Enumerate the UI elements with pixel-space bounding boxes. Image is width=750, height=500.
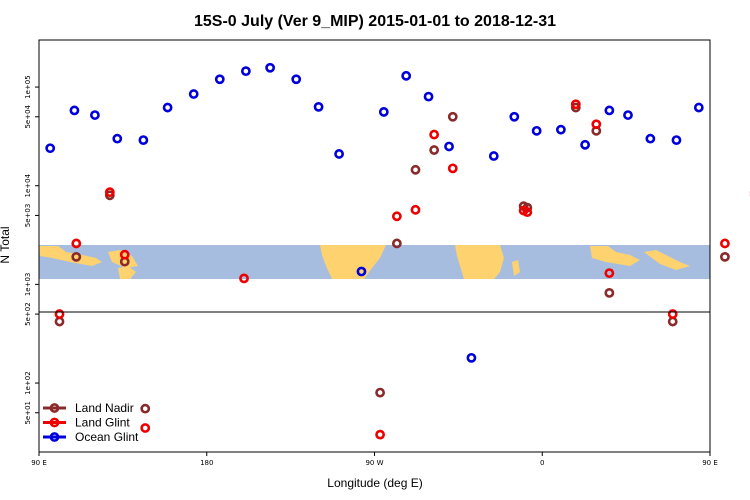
land-nadir-point-8 <box>429 145 440 155</box>
map-land-south-america <box>320 245 386 279</box>
x-tick-label-0: 90 E <box>31 459 47 467</box>
legend-label-land-nadir: Land Nadir <box>75 401 134 415</box>
land-nadir-point-14 <box>604 287 615 298</box>
land-glint-point-8 <box>410 204 421 215</box>
x-axis-label: Longitude (deg E) <box>327 476 422 490</box>
land-glint-point-2 <box>104 187 115 198</box>
ocean-glint-point-18 <box>466 352 477 363</box>
ocean-glint-point-27 <box>671 135 682 146</box>
map-land-indonesia-1 <box>39 246 102 266</box>
ocean-glint-point-5 <box>162 102 173 113</box>
land-glint-point-15 <box>604 268 615 279</box>
land-glint-point-13 <box>570 99 581 110</box>
land-glint-point-17 <box>720 238 730 249</box>
ocean-glint-point-23 <box>580 139 591 150</box>
y-tick-label-2: 5e+02 <box>24 302 32 326</box>
land-glint-point-6 <box>375 429 385 440</box>
ocean-glint-point-17 <box>444 141 454 152</box>
ocean-glint-point-4 <box>138 135 149 146</box>
ocean-glint-point-2 <box>90 110 100 120</box>
world-map-strip <box>39 245 710 279</box>
ocean-glint-point-7 <box>214 74 225 85</box>
land-glint-point-12 <box>522 207 533 218</box>
ocean-glint-point-21 <box>531 125 542 136</box>
map-land-indonesia-3 <box>590 246 640 266</box>
x-tick-label-3: 0 <box>540 459 544 467</box>
ocean-glint-point-26 <box>645 133 656 144</box>
ocean-glint-point-13 <box>356 266 367 277</box>
land-glint-point-3 <box>119 249 130 260</box>
ocean-glint-point-25 <box>623 110 633 120</box>
ocean-glint-point-1 <box>69 105 80 116</box>
y-axis-label: N Total <box>0 226 12 263</box>
y-tick-label-3: 1e+03 <box>24 273 32 297</box>
map-land-africa <box>455 245 504 279</box>
land-glint-point-0 <box>54 309 65 319</box>
y-tick-label-7: 1e+05 <box>24 75 32 99</box>
ocean-glint-point-8 <box>240 66 251 77</box>
y-axis: 5e+01 1e+02 5e+02 1e+03 5e+03 1e+04 5e+04 1e+05 <box>24 75 39 425</box>
legend-label-land-glint: Land Glint <box>75 416 130 430</box>
y-tick-label-5: 1e+04 <box>24 173 32 197</box>
y-tick-label-0: 5e+01 <box>24 401 32 425</box>
legend-label-ocean-glint: Ocean Glint <box>75 430 139 444</box>
land-nadir-point-6 <box>391 238 402 249</box>
land-glint-point-4 <box>140 423 151 433</box>
land-glint-point-7 <box>391 211 402 222</box>
land-glint-point-5 <box>239 273 249 284</box>
ocean-glint-point-12 <box>334 149 344 159</box>
ocean-glint-point-3 <box>112 133 123 144</box>
y-tick-label-6: 5e+04 <box>24 104 32 128</box>
land-nadir-point-4 <box>140 403 151 414</box>
x-tick-label-4: 90 E <box>702 459 718 467</box>
y-tick-label-4: 5e+03 <box>24 204 32 228</box>
land-glint-point-14 <box>591 119 602 130</box>
x-tick-label-2: 90 W <box>365 459 383 467</box>
land-glint-point-1 <box>71 238 82 249</box>
land-nadir-point-9 <box>447 111 458 122</box>
ocean-glint-point-16 <box>423 91 434 102</box>
x-axis: 90 E 180 90 W 0 90 E <box>31 452 718 467</box>
chart-title: 15S-0 July (Ver 9_MIP) 2015-01-01 to 201… <box>194 13 556 30</box>
land-nadir-point-1 <box>71 251 82 262</box>
ocean-glint-point-11 <box>313 101 324 112</box>
land-nadir-point-5 <box>375 387 385 398</box>
ocean-glint-point-9 <box>265 62 276 73</box>
ocean-glint-point-10 <box>291 74 302 85</box>
x-tick-label-1: 180 <box>200 459 213 467</box>
ocean-glint-point-19 <box>488 151 499 161</box>
land-nadir-point-15 <box>667 316 678 327</box>
data-points <box>45 62 750 440</box>
land-nadir-point-7 <box>410 164 421 175</box>
ocean-glint-point-0 <box>45 143 56 154</box>
ocean-glint-point-22 <box>555 124 566 135</box>
ocean-glint-point-6 <box>188 89 199 99</box>
ocean-glint-point-15 <box>401 70 412 81</box>
y-tick-label-1: 1e+02 <box>24 371 32 395</box>
land-nadir-point-16 <box>720 251 730 262</box>
land-glint-point-9 <box>429 129 440 140</box>
legend-marker-land-glint <box>49 417 60 428</box>
legend-marker-ocean-glint <box>49 432 60 442</box>
map-land-indonesia-4 <box>644 250 690 270</box>
land-glint-point-16 <box>667 309 678 319</box>
map-land-madagascar <box>512 260 520 276</box>
land-nadir-point-0 <box>54 316 65 327</box>
ocean-glint-point-20 <box>509 111 520 122</box>
ocean-glint-point-24 <box>604 105 615 116</box>
ocean-glint-point-14 <box>378 107 389 117</box>
map-land-australia <box>118 266 136 279</box>
ocean-glint-point-28 <box>693 102 704 113</box>
land-glint-point-10 <box>447 163 458 174</box>
legend-marker-land-nadir <box>49 403 60 413</box>
